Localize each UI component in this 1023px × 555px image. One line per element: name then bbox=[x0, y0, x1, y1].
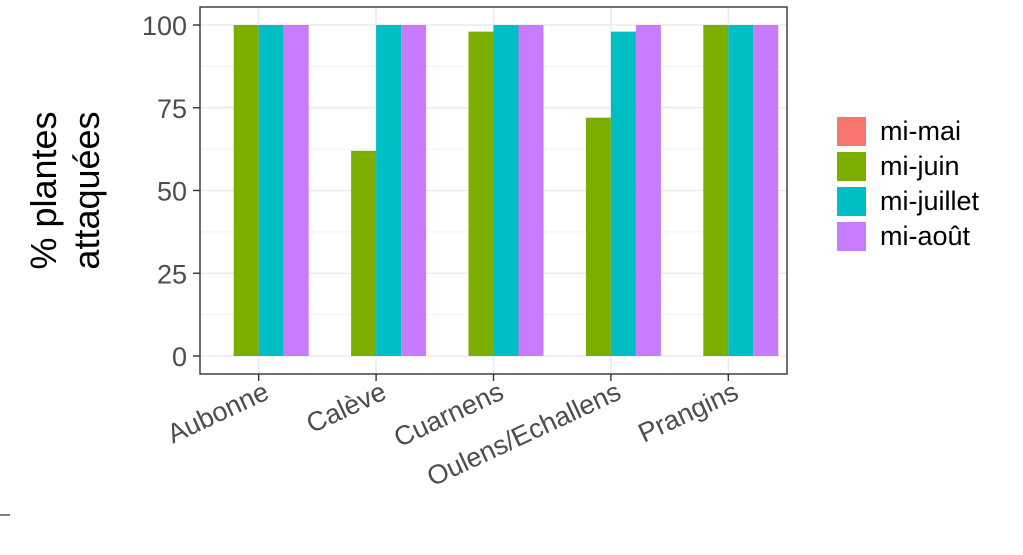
legend-label: mi-juillet bbox=[880, 186, 980, 216]
x-tick-label: Calève bbox=[302, 376, 391, 439]
legend-label: mi-mai bbox=[880, 116, 961, 146]
legend-key-mi-juillet bbox=[837, 187, 866, 216]
bar-mi-juin-Aubonne bbox=[233, 25, 259, 356]
legend-label: mi-août bbox=[880, 221, 971, 251]
legend: mi-mai mi-juin mi-juillet mi-août bbox=[837, 116, 980, 251]
bar-mi-août-Cuarnens bbox=[518, 25, 544, 356]
y-axis-title: % plantes attaquées bbox=[23, 111, 107, 269]
y-tick-label: 25 bbox=[157, 259, 187, 289]
bar-mi-juillet-Calève bbox=[376, 25, 402, 356]
bars bbox=[233, 25, 779, 357]
bar-mi-juillet-Cuarnens bbox=[493, 25, 519, 356]
bar-mi-juin-Prangins bbox=[703, 25, 729, 356]
bar-mi-juillet-Aubonne bbox=[258, 25, 284, 356]
legend-label: mi-juin bbox=[880, 151, 960, 181]
y-tick-label: 75 bbox=[157, 94, 187, 124]
y-axis: 0 25 50 75 100 bbox=[142, 11, 200, 372]
bar-mi-juillet-Prangins bbox=[728, 25, 754, 356]
x-tick-label: Aubonne bbox=[163, 376, 274, 449]
bar-mi-août-Aubonne bbox=[283, 25, 309, 356]
bar-mi-août-Prangins bbox=[753, 25, 779, 356]
legend-key-mi-août bbox=[837, 222, 866, 251]
y-tick-label: 100 bbox=[142, 11, 187, 41]
y-tick-label: 50 bbox=[157, 177, 187, 207]
x-tick-label: Oulens/Echallens bbox=[422, 376, 625, 492]
bar-mi-août-Calève bbox=[401, 25, 427, 356]
x-tick-label: Prangins bbox=[634, 376, 743, 448]
bar-mi-juin-Oulens/Echallens bbox=[585, 117, 611, 357]
y-axis-title-line-2: attaquées bbox=[66, 111, 107, 269]
bar-mi-juin-Cuarnens bbox=[468, 31, 494, 357]
legend-key-mi-mai bbox=[837, 117, 866, 146]
y-axis-title-line-1: % plantes bbox=[23, 111, 64, 269]
bar-mi-août-Oulens/Echallens bbox=[635, 25, 661, 356]
bar-mi-juillet-Oulens/Echallens bbox=[610, 31, 636, 357]
y-tick-label: 0 bbox=[172, 342, 187, 372]
legend-key-mi-juin bbox=[837, 152, 866, 181]
bar-mi-juin-Calève bbox=[351, 150, 377, 356]
